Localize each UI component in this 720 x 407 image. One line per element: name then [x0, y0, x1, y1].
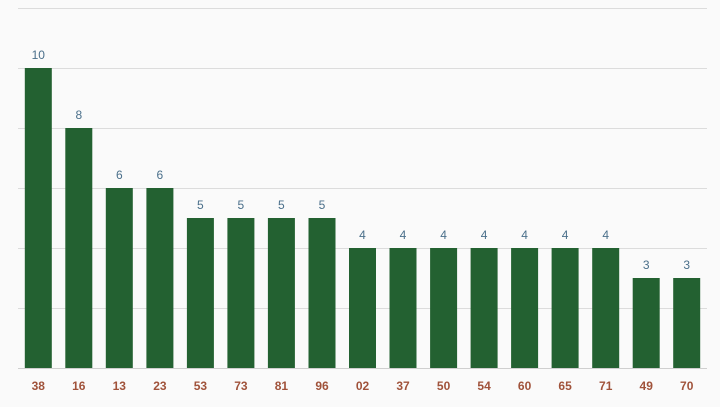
value-label-71: 4 [602, 228, 609, 242]
bar-13 [105, 188, 133, 368]
bar-23 [146, 188, 174, 368]
x-tick-label-53: 53 [194, 379, 208, 393]
bar-53 [186, 218, 214, 368]
x-tick-label-38: 38 [32, 379, 46, 393]
bar-02 [349, 248, 376, 368]
value-label-02: 4 [359, 228, 366, 242]
bar-60 [511, 248, 539, 368]
value-label-38: 10 [32, 48, 46, 62]
x-tick-label-13: 13 [113, 379, 127, 393]
bar-37 [389, 248, 417, 368]
x-axis-tick-layer: 38 16 13 23 53 73 81 96 02 37 50 54 60 65 71 49 70 [32, 379, 694, 393]
x-tick-label-73: 73 [234, 379, 248, 393]
x-tick-label-71: 71 [599, 379, 613, 393]
bar-38 [24, 68, 52, 368]
bar-96 [308, 218, 336, 368]
x-tick-label-96: 96 [315, 379, 329, 393]
value-label-73: 5 [238, 198, 245, 212]
x-tick-label-81: 81 [275, 379, 289, 393]
bar-16 [65, 128, 93, 368]
x-tick-label-49: 49 [640, 379, 654, 393]
value-label-96: 5 [319, 198, 326, 212]
x-tick-label-16: 16 [72, 379, 86, 393]
x-tick-label-50: 50 [437, 379, 451, 393]
x-tick-label-23: 23 [153, 379, 167, 393]
bar-73 [227, 218, 255, 368]
value-label-53: 5 [197, 198, 204, 212]
value-label-81: 5 [278, 198, 285, 212]
bar-81 [267, 218, 295, 368]
bar-50 [430, 248, 458, 368]
value-label-70: 3 [683, 258, 690, 272]
value-label-37: 4 [400, 228, 407, 242]
value-label-13: 6 [116, 168, 123, 182]
value-label-60: 4 [521, 228, 528, 242]
x-tick-label-70: 70 [680, 379, 694, 393]
value-label-layer: 10 8 6 6 5 5 5 5 4 4 4 4 4 4 4 3 3 [32, 48, 691, 272]
x-tick-label-65: 65 [558, 379, 572, 393]
bar-49 [632, 278, 660, 368]
value-label-16: 8 [75, 108, 82, 122]
x-tick-label-02: 02 [356, 379, 370, 393]
x-tick-label-37: 37 [396, 379, 410, 393]
value-label-65: 4 [562, 228, 569, 242]
bar-70 [673, 278, 701, 368]
value-label-23: 6 [157, 168, 164, 182]
bar-54 [470, 248, 498, 368]
value-label-49: 3 [643, 258, 650, 272]
bar-layer [24, 68, 701, 368]
value-label-54: 4 [481, 228, 488, 242]
value-label-50: 4 [440, 228, 447, 242]
x-tick-label-54: 54 [477, 379, 491, 393]
x-tick-label-60: 60 [518, 379, 532, 393]
bar-71 [592, 248, 620, 368]
bar-65 [551, 248, 579, 368]
